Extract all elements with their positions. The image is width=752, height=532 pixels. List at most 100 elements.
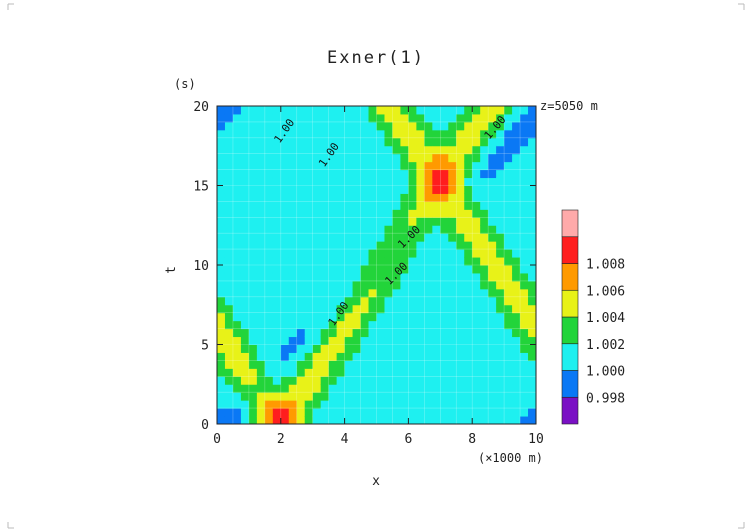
field-cell	[464, 352, 473, 361]
field-cell	[504, 121, 513, 131]
field-cell	[512, 161, 521, 171]
field-cell	[320, 312, 330, 322]
field-cell	[456, 161, 465, 171]
field-cell	[280, 265, 290, 274]
field-cell	[288, 177, 298, 186]
field-cell	[376, 249, 385, 258]
field-cell	[408, 376, 417, 385]
field-cell	[512, 169, 521, 179]
field-cell	[312, 201, 322, 210]
field-cell	[240, 185, 250, 194]
field-cell	[480, 408, 489, 417]
field-cell	[448, 352, 457, 361]
field-cell	[504, 153, 513, 163]
colorbar-swatch	[561, 209, 579, 238]
field-cell	[456, 185, 465, 194]
field-cell	[217, 384, 226, 393]
field-cell	[472, 129, 481, 139]
field-cell	[528, 352, 536, 361]
field-cell	[488, 145, 497, 155]
field-cell	[496, 169, 505, 179]
field-cell	[360, 376, 370, 385]
field-cell	[256, 336, 266, 345]
field-cell	[400, 265, 409, 274]
field-cell	[224, 296, 234, 306]
field-cell	[400, 233, 409, 242]
field-cell	[400, 336, 409, 345]
field-cell	[392, 304, 401, 314]
field-cell	[376, 217, 385, 226]
field-cell	[416, 416, 425, 424]
field-cell	[368, 304, 377, 314]
field-cell	[264, 177, 274, 186]
field-cell	[256, 288, 266, 298]
field-cell	[400, 225, 409, 234]
field-cell	[408, 177, 417, 186]
field-cell	[312, 137, 322, 147]
field-cell	[512, 272, 521, 282]
field-cell	[448, 249, 457, 258]
field-cell	[520, 145, 529, 155]
field-cell	[240, 368, 250, 377]
field-cell	[360, 280, 370, 290]
field-cell	[328, 106, 338, 115]
field-cell	[464, 153, 473, 163]
field-cell	[296, 121, 306, 131]
field-cell	[408, 241, 417, 250]
field-cell	[360, 304, 370, 314]
field-cell	[328, 320, 338, 330]
field-cell	[432, 352, 441, 361]
field-cell	[464, 392, 473, 401]
field-cell	[456, 408, 465, 417]
field-cell	[480, 384, 489, 393]
field-cell	[328, 328, 338, 338]
field-cell	[392, 129, 401, 139]
field-cell	[288, 106, 298, 115]
field-cell	[480, 304, 489, 314]
field-cell	[384, 233, 393, 242]
field-cell	[288, 344, 298, 353]
field-cell	[312, 265, 322, 274]
field-cell	[312, 129, 322, 139]
field-cell	[336, 288, 346, 298]
field-cell	[408, 392, 417, 401]
field-cell	[392, 344, 401, 353]
field-cell	[352, 360, 362, 369]
field-cell	[256, 257, 266, 266]
field-cell	[304, 328, 314, 338]
field-cell	[464, 265, 473, 274]
field-cell	[217, 217, 226, 226]
field-cell	[488, 304, 497, 314]
field-cell	[344, 352, 354, 361]
field-cell	[464, 225, 473, 234]
field-cell	[376, 280, 385, 290]
field-cell	[448, 265, 457, 274]
field-cell	[240, 360, 250, 369]
field-cell	[392, 416, 401, 424]
field-cell	[224, 153, 234, 163]
field-cell	[368, 113, 377, 123]
field-cell	[416, 129, 425, 139]
field-cell	[376, 169, 385, 179]
colorbar-swatch	[561, 289, 579, 318]
field-cell	[528, 360, 536, 369]
field-cell	[368, 400, 377, 409]
field-cell	[384, 241, 393, 250]
field-cell	[312, 336, 322, 345]
field-cell	[336, 392, 346, 401]
field-cell	[496, 153, 505, 163]
field-cell	[224, 169, 234, 179]
field-cell	[320, 304, 330, 314]
field-cell	[224, 217, 234, 226]
field-cell	[528, 145, 536, 155]
field-cell	[456, 249, 465, 258]
field-cell	[368, 352, 377, 361]
plot-area: 1.001.001.001.001.001.00	[217, 106, 536, 424]
field-cell	[416, 249, 425, 258]
field-cell	[248, 225, 258, 234]
field-cell	[520, 106, 529, 115]
field-cell	[296, 408, 306, 417]
field-cell	[320, 161, 330, 171]
field-cell	[424, 225, 433, 234]
field-cell	[512, 352, 521, 361]
